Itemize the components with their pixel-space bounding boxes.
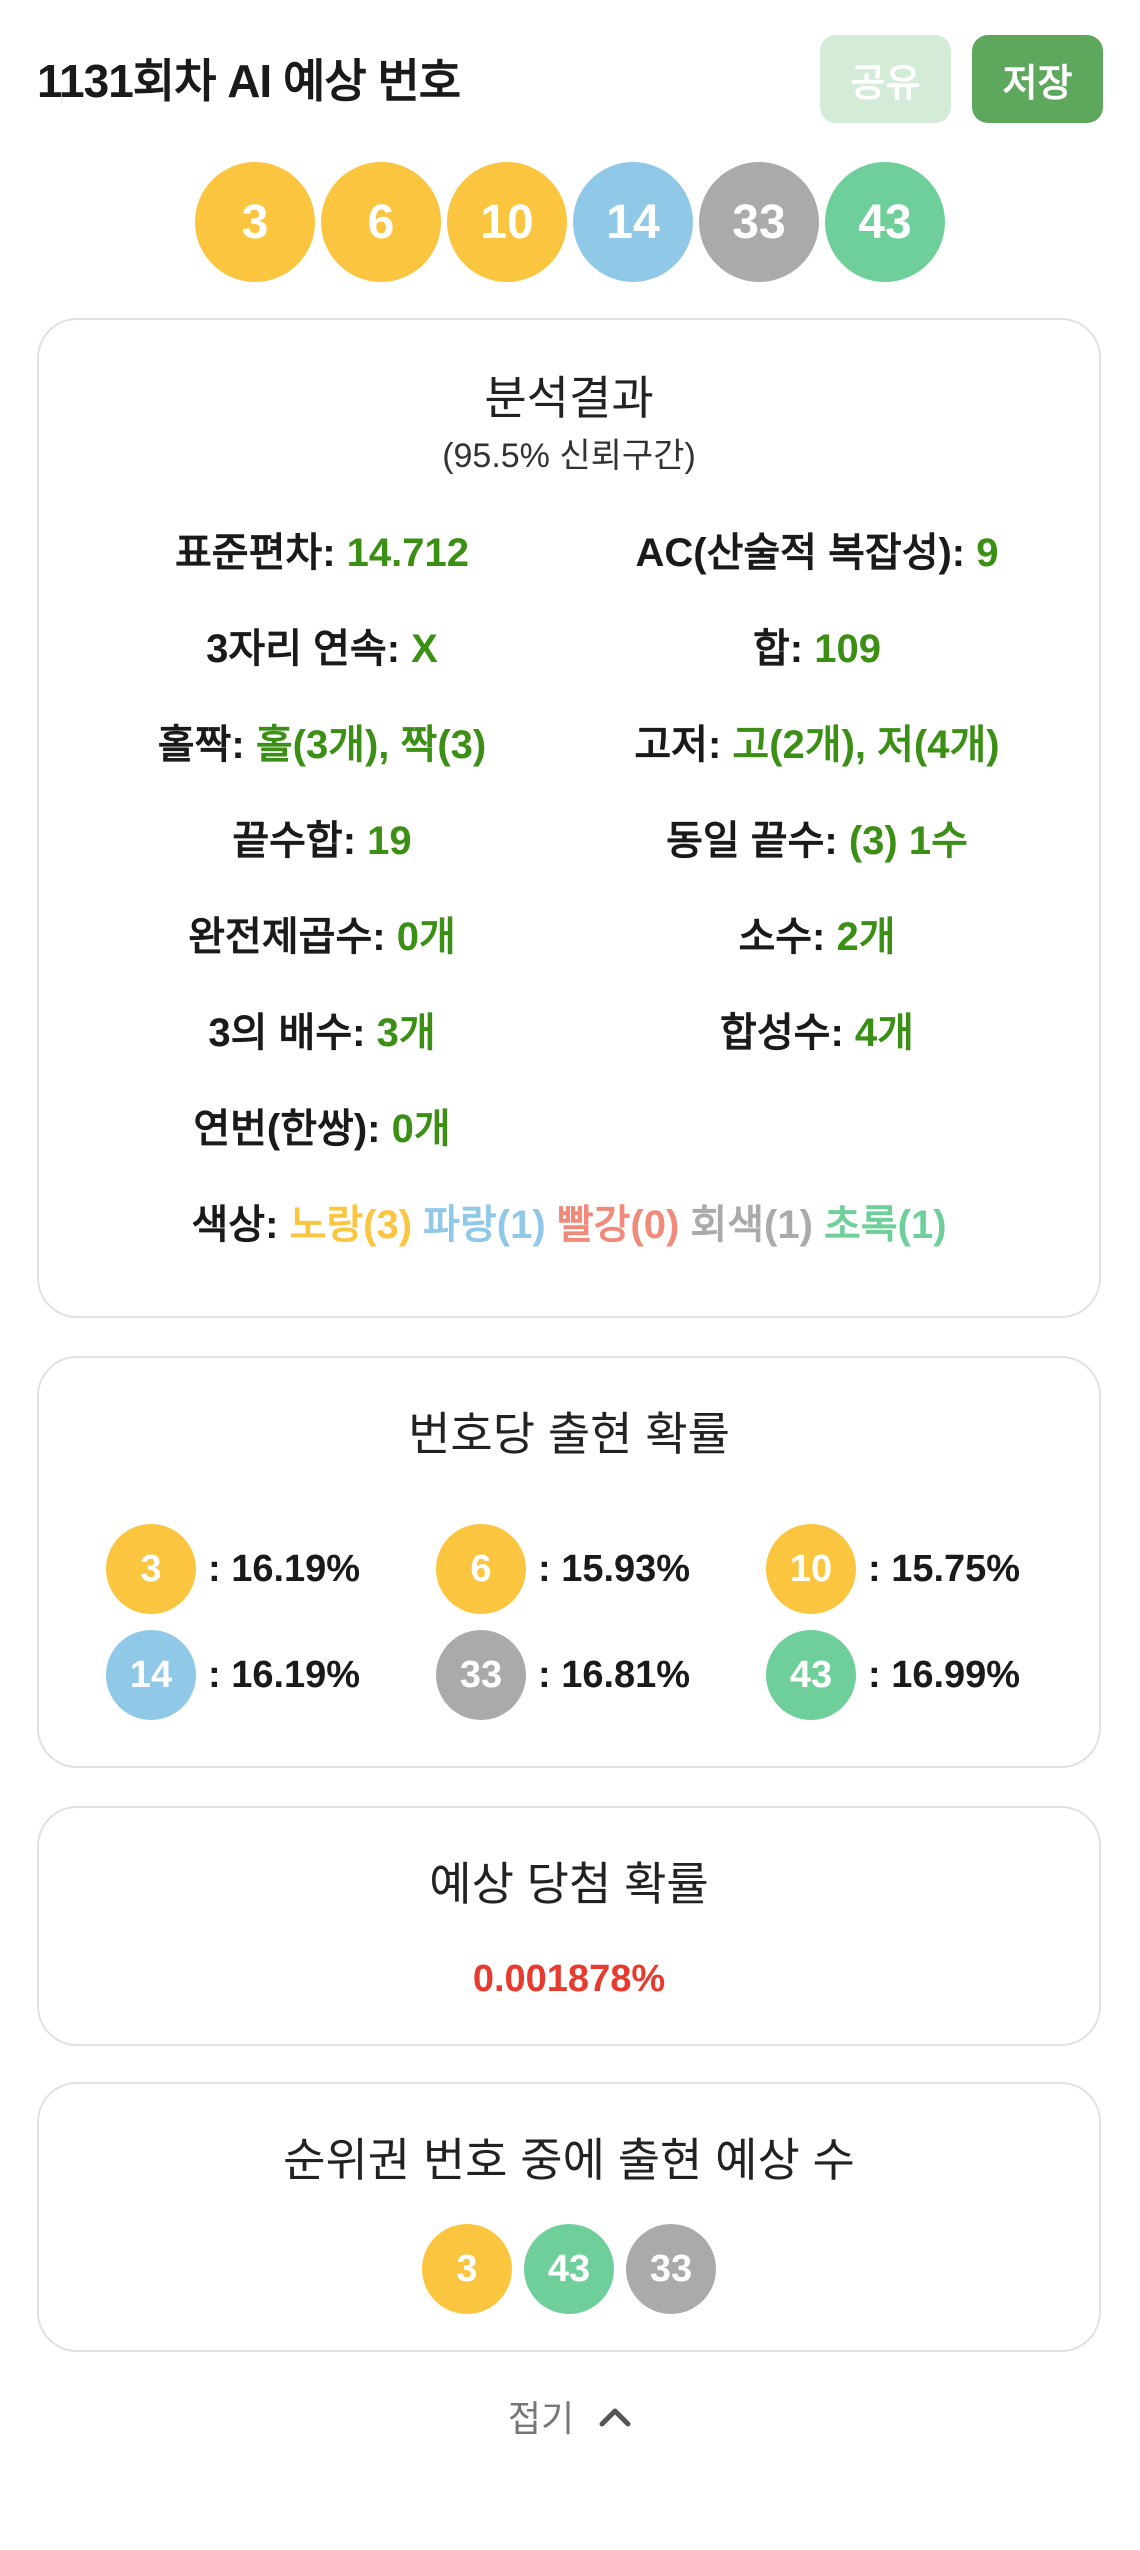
number-ball: 3 <box>195 162 315 282</box>
winning-card: 예상 당첨 확률 0.001878% <box>37 1806 1101 2046</box>
stat-sameend: 동일 끝수: (3) 1수 <box>666 819 968 863</box>
ranked-numbers: 3 43 33 <box>39 2224 1099 2314</box>
stat-mult3: 3의 배수: 3개 <box>208 1011 436 1055</box>
number-ball: 3 <box>106 1524 196 1614</box>
stat-highlow: 고저: 고(2개), 저(4개) <box>634 723 1000 767</box>
number-ball: 33 <box>436 1630 526 1720</box>
analysis-title: 분석결과 <box>484 372 654 424</box>
analysis-subtitle: (95.5% 신뢰구간) <box>442 437 696 475</box>
ranked-title: 순위권 번호 중에 출현 예상 수 <box>283 2134 855 2186</box>
stat-consec: 3자리 연속: X <box>206 627 438 671</box>
chevron-up-icon <box>598 2395 632 2437</box>
number-ball: 10 <box>766 1524 856 1614</box>
probability-item: 43 : 16.99% <box>766 1630 1020 1720</box>
probability-item: 14 : 16.19% <box>106 1630 360 1720</box>
number-ball: 33 <box>626 2224 716 2314</box>
stat-std: 표준편차: 14.712 <box>175 531 469 575</box>
number-ball: 14 <box>106 1630 196 1720</box>
probability-item: 3 : 16.19% <box>106 1524 360 1614</box>
stat-pair: 연번(한쌍): 0개 <box>193 1107 451 1151</box>
probability-item: 6 : 15.93% <box>436 1524 690 1614</box>
number-ball: 6 <box>321 162 441 282</box>
predicted-numbers: 3 6 10 14 33 43 <box>195 162 945 282</box>
fold-label: 접기 <box>507 2398 575 2439</box>
stat-composite: 합성수: 4개 <box>720 1011 914 1055</box>
stat-endsum: 끝수합: 19 <box>232 819 412 863</box>
probability-card: 번호당 출현 확률 3 : 16.19% 6 : 15.93% 10 : 15.… <box>37 1356 1101 1768</box>
share-button[interactable]: 공유 <box>820 35 951 123</box>
probability-item: 10 : 15.75% <box>766 1524 1020 1614</box>
stat-sum: 합: 109 <box>753 627 881 671</box>
stat-square: 완전제곱수: 0개 <box>188 915 456 959</box>
number-ball: 43 <box>766 1630 856 1720</box>
stat-ac: AC(산술적 복잡성): 9 <box>635 531 999 575</box>
winning-title: 예상 당첨 확률 <box>429 1858 709 1910</box>
page-title: 1131회차 AI 예상 번호 <box>37 55 461 107</box>
probability-title: 번호당 출현 확률 <box>408 1408 730 1460</box>
stat-oddeven: 홀짝: 홀(3개), 짝(3) <box>157 723 487 767</box>
analysis-card: 분석결과 (95.5% 신뢰구간) 표준편차: 14.712 AC(산술적 복잡… <box>37 318 1101 1318</box>
header: 1131회차 AI 예상 번호 공유 저장 <box>37 35 1103 130</box>
probability-item: 33 : 16.81% <box>436 1630 690 1720</box>
stat-prime: 소수: 2개 <box>738 915 896 959</box>
save-button[interactable]: 저장 <box>972 35 1103 123</box>
number-ball: 33 <box>699 162 819 282</box>
number-ball: 43 <box>825 162 945 282</box>
ranked-card: 순위권 번호 중에 출현 예상 수 3 43 33 <box>37 2082 1101 2352</box>
number-ball: 3 <box>422 2224 512 2314</box>
number-ball: 43 <box>524 2224 614 2314</box>
stat-colors: 색상: 노랑(3) 파랑(1) 빨강(0) 회색(1) 초록(1) <box>191 1203 947 1247</box>
number-ball: 14 <box>573 162 693 282</box>
number-ball: 10 <box>447 162 567 282</box>
winning-probability: 0.001878% <box>472 1958 666 2000</box>
number-ball: 6 <box>436 1524 526 1614</box>
fold-button[interactable]: 접기 <box>0 2390 1140 2442</box>
